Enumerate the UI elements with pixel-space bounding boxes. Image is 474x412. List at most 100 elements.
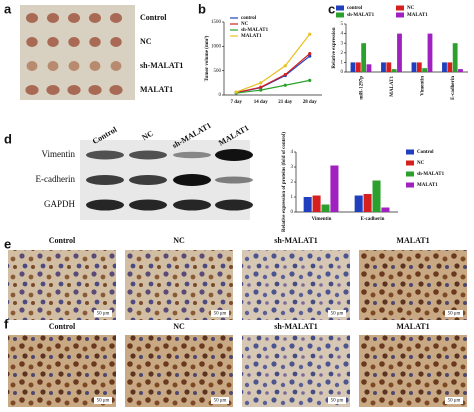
bar — [355, 62, 361, 72]
line — [236, 53, 311, 94]
line — [236, 79, 310, 94]
legend-swatch — [396, 12, 404, 18]
tumor — [26, 61, 38, 71]
panel-label: c — [328, 1, 335, 16]
y-tick-label: 2 — [341, 51, 344, 56]
tumor — [89, 61, 101, 71]
scale-bar — [211, 310, 229, 317]
y-tick-label: 4 — [291, 150, 294, 155]
protein-label: GAPDH — [44, 199, 76, 209]
row-label: NC — [140, 37, 152, 46]
tumor — [26, 37, 38, 47]
protein-label: Vimentin — [42, 149, 76, 159]
protein-label: E-cadherin — [36, 174, 76, 184]
y-tick-label: 1000 — [211, 44, 222, 49]
scale-text: 50 μm — [448, 399, 461, 404]
panel-label: d — [4, 131, 12, 146]
y-tick-label: 5 — [341, 22, 344, 27]
scale-text: 50 μm — [331, 399, 344, 404]
scale-bar — [328, 310, 346, 317]
y-tick-label: 1 — [341, 61, 344, 66]
y-tick-label: 2 — [291, 180, 294, 185]
legend-swatch — [336, 12, 344, 18]
y-tick-label: 1500 — [211, 20, 222, 25]
row-label: Control — [140, 13, 167, 22]
bar — [372, 180, 381, 212]
scale-text: 50 μm — [331, 312, 344, 317]
scale-bar — [211, 397, 229, 404]
bar — [397, 33, 402, 72]
point — [308, 78, 312, 82]
legend-swatch — [406, 171, 414, 177]
tumor — [68, 61, 80, 71]
legend-label: MALAT1 — [241, 34, 262, 39]
tumor — [47, 61, 59, 71]
bar — [363, 194, 372, 212]
y-axis-label: Relative expression of proteins (fold of… — [282, 132, 287, 232]
y-tick-label: 3 — [291, 165, 294, 170]
panel-label: a — [4, 1, 12, 16]
legend-label: MALAT1 — [407, 13, 428, 18]
point — [283, 72, 287, 77]
scale-text: 50 μm — [97, 312, 110, 317]
bar — [350, 62, 356, 72]
panel-label: b — [198, 1, 206, 16]
tumor — [67, 85, 81, 95]
tumor — [47, 37, 59, 47]
bar — [447, 62, 453, 72]
bar — [321, 204, 330, 212]
band — [129, 175, 167, 185]
band — [129, 150, 167, 160]
x-tick-label: 14 day — [254, 100, 269, 105]
point — [308, 54, 312, 58]
ihc-image — [242, 250, 350, 320]
band — [173, 199, 211, 211]
legend-swatch — [406, 160, 414, 166]
tumor — [110, 37, 122, 47]
x-tick-label: MALAT1 — [390, 76, 395, 97]
scale-bar — [445, 397, 463, 404]
column-label: Control — [49, 322, 76, 331]
legend-label: sh-MALAT1 — [241, 28, 269, 33]
column-label: MALAT1 — [396, 322, 429, 331]
band — [86, 199, 124, 211]
scale-bar — [445, 310, 463, 317]
column-label: Control — [49, 236, 76, 245]
bar — [312, 195, 321, 212]
legend-swatch — [406, 149, 414, 155]
row-label: MALAT1 — [140, 85, 173, 94]
y-tick-label: 500 — [214, 69, 222, 74]
y-axis-label: Relative expression — [332, 27, 337, 68]
legend-label: control — [347, 6, 363, 11]
tumor — [109, 85, 123, 95]
bar — [422, 68, 428, 72]
scale-bar — [328, 397, 346, 404]
band — [86, 175, 124, 185]
bar — [427, 33, 433, 72]
point — [283, 83, 287, 87]
x-tick-label: E-cadherin — [451, 76, 456, 100]
bar — [330, 165, 339, 212]
band — [173, 151, 211, 159]
point — [283, 64, 287, 68]
legend-label: sh-MALAT1 — [347, 13, 375, 18]
bar — [411, 62, 417, 72]
tumor — [26, 13, 38, 23]
ihc-image — [125, 250, 233, 320]
ihc-image — [8, 335, 116, 407]
x-tick-label: E-cadherin — [361, 217, 385, 222]
band — [86, 150, 124, 160]
band — [129, 199, 167, 211]
column-label: MALAT1 — [396, 236, 429, 245]
bar — [452, 43, 458, 72]
y-tick-label: 0 — [219, 93, 222, 98]
panel-label: e — [4, 236, 11, 251]
bar — [381, 207, 390, 212]
column-label: sh-MALAT1 — [274, 236, 317, 245]
y-tick-label: 1 — [291, 195, 294, 200]
y-tick-label: 0 — [341, 70, 344, 75]
tumor — [110, 61, 122, 71]
x-tick-label: Vimentin — [312, 217, 332, 222]
bar — [416, 62, 422, 72]
